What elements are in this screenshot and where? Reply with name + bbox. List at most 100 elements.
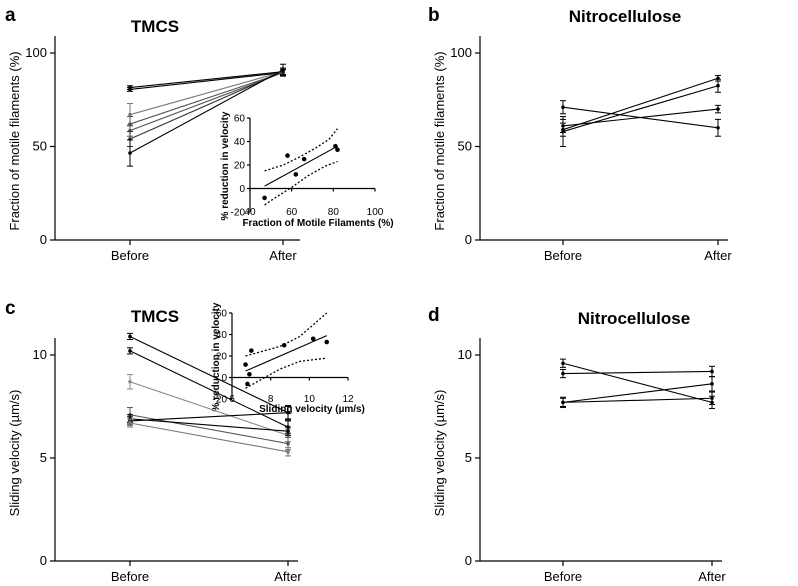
- panel-a-inset-xlabel: Fraction of Motile Filaments (%): [242, 218, 393, 229]
- panel-d-ytick-label-2: 10: [458, 347, 472, 362]
- panel-b-series-1-line: [562, 108, 719, 127]
- panel-c-inset-point-3: [249, 348, 254, 353]
- panel-a-series-4-line: [129, 72, 284, 132]
- panel-c-inset-xtick-label-0: 6: [229, 394, 235, 405]
- panel-b-series-2-line: [562, 77, 719, 131]
- panel-b-title: Nitrocellulose: [569, 7, 681, 26]
- panel-c-inset-point-1: [247, 371, 252, 377]
- panel-d-series-1-line: [562, 370, 713, 375]
- panel-d-series-2-line: [562, 383, 713, 403]
- panel-a-label: a: [5, 5, 16, 26]
- panel-a-inset-ytick-label-0: -20: [231, 208, 246, 219]
- panel-a-inset-ci-lower: [264, 160, 338, 206]
- panel-a-series-3-line: [129, 72, 284, 125]
- panel-c-inset-point-5: [310, 336, 316, 342]
- panel-c-inset-ytick-label-2: 20: [216, 352, 228, 363]
- panel-c-series-1-point-0: [128, 349, 132, 353]
- panel-d-series-1-point-0: [561, 371, 565, 376]
- panel-c-inset-ytick-label-0: -20: [213, 395, 228, 406]
- panel-c-series-4-line: [129, 418, 289, 432]
- panel-c-ytick-label-2: 10: [33, 347, 47, 362]
- panel-d-label: d: [428, 305, 440, 326]
- panel-b-ytick-label-2: 100: [450, 45, 472, 60]
- panel-a-inset-point-4: [333, 143, 338, 149]
- panel-c-ytick-label-1: 5: [40, 450, 47, 465]
- panel-c-series-0-line: [129, 335, 289, 414]
- panel-c-inset-ylabel: % reduction in velocity: [211, 302, 222, 411]
- panel-c-inset-point-4: [281, 342, 287, 348]
- panel-a-series-1-point-0: [128, 87, 132, 92]
- panel-a-inset-point-5: [335, 147, 340, 153]
- panel-c-inset-xtick-label-1: 8: [268, 394, 274, 405]
- panel-d-series-1-point-1: [710, 369, 714, 374]
- panel-c-series-5-point-1: [286, 410, 290, 415]
- panel-a-inset-xtick-label-1: 60: [286, 207, 298, 218]
- panel-b-series-3-line: [562, 85, 719, 133]
- panel-a-inset-xtick-label-2: 80: [328, 207, 340, 218]
- panel-c-inset-xtick-label-2: 10: [304, 394, 316, 405]
- panel-b-series-3-point-1: [716, 83, 720, 88]
- panel-d-ytick-label-0: 0: [465, 553, 472, 568]
- panel-c-series-4-point-1: [286, 429, 290, 434]
- panel-a-inset-point-1: [285, 153, 290, 158]
- panel-b-label: b: [428, 5, 440, 26]
- panel-c-title: TMCS: [131, 307, 179, 326]
- panel-d-xtick-label-1: After: [698, 569, 726, 584]
- panel-c-inset-ci-lower: [245, 357, 327, 389]
- panel-c-label: c: [5, 298, 16, 319]
- panel-a-series-5-line: [129, 71, 284, 140]
- panel-a-inset-ci-upper: [264, 128, 339, 172]
- panel-a-ytick-label-1: 50: [33, 139, 47, 154]
- panel-c-series-0-point-0: [128, 334, 132, 339]
- panel-d-series-0-line: [562, 362, 713, 403]
- panel-c-series-6-line: [129, 422, 289, 453]
- panel-b-series-0-point-1: [716, 126, 720, 130]
- panel-c-ytick-label-0: 0: [40, 553, 47, 568]
- panel-a-xtick-label-0: Before: [111, 248, 149, 263]
- panel-c-xtick-label-1: After: [274, 569, 302, 584]
- panel-b-ytick-label-1: 50: [458, 139, 472, 154]
- panel-c-inset-point-0: [243, 362, 248, 367]
- panel-a-series-2-line: [129, 71, 284, 116]
- panel-c-ylabel: Sliding velocity (µm/s): [7, 390, 22, 517]
- panel-a-ytick-label-2: 100: [25, 45, 47, 60]
- panel-c-inset-ytick-label-3: 40: [216, 330, 228, 341]
- panel-c-inset-ci-upper: [245, 312, 328, 357]
- panel-a-series-1-line: [129, 72, 284, 91]
- panel-a-inset-ylabel: % reduction in velocity: [220, 111, 231, 220]
- panel-a-series-6-point-0: [128, 151, 132, 155]
- panel-a-inset-point-3: [301, 156, 307, 162]
- panel-a-inset-point-0: [262, 195, 267, 201]
- panel-b-series-3-point-0: [561, 129, 565, 134]
- panel-d-series-0-point-0: [561, 361, 565, 366]
- panel-a-xtick-label-1: After: [269, 248, 297, 263]
- panel-a-inset-ytick-label-1: 0: [239, 184, 245, 195]
- panel-d-series-3-line: [562, 397, 713, 403]
- panel-a-inset-ytick-label-2: 20: [234, 161, 246, 172]
- panel-a-series-6-point-1: [281, 68, 285, 72]
- panel-a-inset-xtick-label-3: 100: [367, 207, 384, 218]
- panel-a-series-2-point-0: [128, 112, 132, 117]
- panel-d-title: Nitrocellulose: [578, 309, 690, 328]
- panel-c-series-3-point-1: [286, 441, 290, 446]
- panel-a-ytick-label-0: 0: [40, 232, 47, 247]
- panel-c-inset-point-2: [245, 381, 250, 387]
- panel-d-series-3-point-0: [561, 400, 565, 405]
- panel-b-series-0-point-0: [561, 105, 565, 110]
- panel-c-inset-ytick-label-4: 60: [216, 309, 228, 320]
- panel-a-inset-xtick-label-0: 40: [244, 207, 256, 218]
- panel-a-title: TMCS: [131, 17, 179, 36]
- panel-c-series-6-point-1: [286, 450, 290, 454]
- panel-b-xtick-label-0: Before: [544, 248, 582, 263]
- panel-c-inset-xlabel: Sliding velocity (µm/s): [259, 404, 365, 415]
- panel-d-xtick-label-0: Before: [544, 569, 582, 584]
- panel-b-xtick-label-1: After: [704, 248, 732, 263]
- panel-a-ylabel: Fraction of motile filaments (%): [7, 51, 22, 230]
- panel-a-series-0-line: [129, 71, 284, 89]
- panel-c-inset-point-6: [324, 339, 330, 345]
- panel-c-inset-fit-line: [245, 335, 327, 372]
- panel-c-inset-xtick-label-3: 12: [342, 394, 354, 405]
- panel-c-series-2-line: [129, 381, 289, 436]
